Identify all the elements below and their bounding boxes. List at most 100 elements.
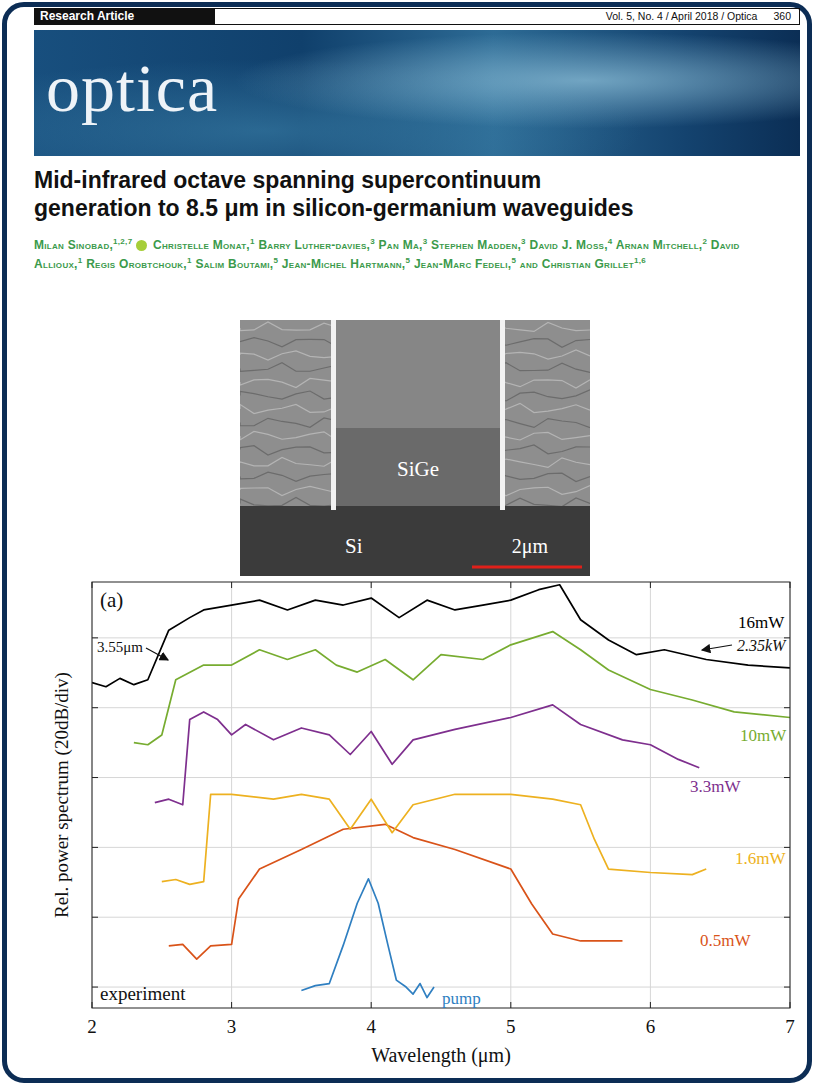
series-label: 16mW [738,613,785,632]
annotation: experiment [100,983,186,1004]
author-name: Stephen Madden, [431,238,521,252]
grid-line [92,637,790,638]
author-affiliation: 5 [273,256,278,265]
series-label: 3.3mW [690,777,741,796]
tick-mark [231,1002,232,1008]
annotation-arrow [702,645,732,650]
chart: 2 3 4 5 6 7 pump 0.5mW 1.6mW 3.3mW 10mW 16mW 3.55μm 2… [51,582,795,1067]
tick-mark [92,847,98,848]
annotation: 2.35kW [737,637,787,654]
tick-label: 4 [366,1016,376,1037]
sem-cladding [336,320,500,428]
author-name: Arnan Mitchell, [616,238,703,252]
spectrum-line [162,794,706,884]
sem-core [336,428,500,506]
author-affiliation: 5 [405,256,410,265]
tick-mark [784,777,790,778]
series-label: 1.6mW [735,849,786,868]
author-name: David J. Moss, [530,238,608,252]
tick-label: 3 [227,1016,237,1037]
author-affiliation: 1,6 [634,256,646,265]
author-affiliation: 4 [608,237,613,246]
sem-label: SiGe [397,457,439,481]
author-affiliation: 1 [78,256,83,265]
series-label: 0.5mW [700,931,751,950]
spectrum-line [301,879,434,998]
author-conjunction: and [520,257,538,271]
author-affiliation: 1 [187,256,192,265]
author-name: Jean-Michel Hartmann, [282,257,406,271]
series-label: pump [442,989,481,1008]
author-name: Salim Boutami, [195,257,273,271]
tick-mark [784,847,790,848]
sem-background [240,320,590,506]
tick-mark [784,917,790,918]
tick-label: 6 [646,1016,656,1037]
section-label: Research Article [34,8,214,25]
sem-edge [500,320,505,510]
author-affiliation: 1,2,7 [113,237,132,246]
series-group [92,585,790,998]
grid-line [650,582,651,1008]
figure-layer: SiGeSi2μm234567pump0.5mW1.6mW3.3mW10mW16… [0,0,814,1085]
tick-mark [510,582,511,588]
author-name: Jean-Marc Fedeli, [414,257,512,271]
grid-line [371,582,372,1008]
author-affiliation: 1 [250,237,255,246]
page: Research ArticleVol. 5, No. 4 / April 20… [0,0,814,1085]
tick-mark [650,582,651,588]
tick-mark [784,987,790,988]
journal-banner: optica [34,30,800,156]
tick-mark [510,1002,511,1008]
spectrum-line [134,632,790,745]
tick-mark [92,777,98,778]
tick-mark [92,987,98,988]
spectrum-line [155,705,699,805]
plot-frame [92,582,790,1008]
spectrum-line [169,824,623,959]
tick-mark [371,582,372,588]
sem-image [240,320,590,576]
series-label: 10mW [740,726,787,745]
author-name: Christelle Monat, [153,238,250,252]
citation-bar: Vol. 5, No. 4 / April 2018 / Optica 360 [214,8,800,25]
author-name: Milan Sinobad, [34,238,113,252]
paper-title: Mid-infrared octave spanning supercontin… [34,166,654,222]
grid-line [92,847,790,848]
journal-name: optica [46,48,218,128]
author-name: Regis Orobtchouk, [86,257,187,271]
author-affiliation: 3 [370,237,375,246]
grid-line [92,917,790,918]
author-name: Pan Ma, [379,238,423,252]
grid-line [92,707,790,708]
citation: Vol. 5, No. 4 / April 2018 / Optica [606,10,758,22]
tick-mark [231,582,232,588]
axis-title: Wavelength (μm) [371,1044,511,1067]
annotation-arrow [146,648,168,660]
tick-label: 7 [785,1016,795,1037]
author-name: Barry Luther-davies, [258,238,370,252]
author-name: Christian Grillet [542,257,634,271]
axis-title: Rel. power spectrum (20dB/div) [51,672,73,918]
orcid-icon [136,240,147,251]
tick-mark [650,1002,651,1008]
author-list: Milan Sinobad,1,2,7 Christelle Monat,1 B… [34,234,782,272]
tick-mark [784,707,790,708]
tick-mark [92,917,98,918]
panel-label: (a) [100,588,123,612]
grid-line [92,987,790,988]
tick-label: 5 [506,1016,516,1037]
spectrum-line [92,585,790,687]
author-affiliation: 5 [511,256,516,265]
page-number: 360 [773,10,791,22]
sem-label: Si [345,534,363,558]
tick-label: 2 [87,1016,97,1037]
tick-mark [92,707,98,708]
author-affiliation: 3 [423,237,428,246]
author-affiliation: 3 [521,237,526,246]
tick-mark [371,1002,372,1008]
annotation: 3.55μm [97,639,143,655]
plot-background [92,582,790,1008]
author-affiliation: 2 [702,237,707,246]
sem-edge [331,320,336,510]
